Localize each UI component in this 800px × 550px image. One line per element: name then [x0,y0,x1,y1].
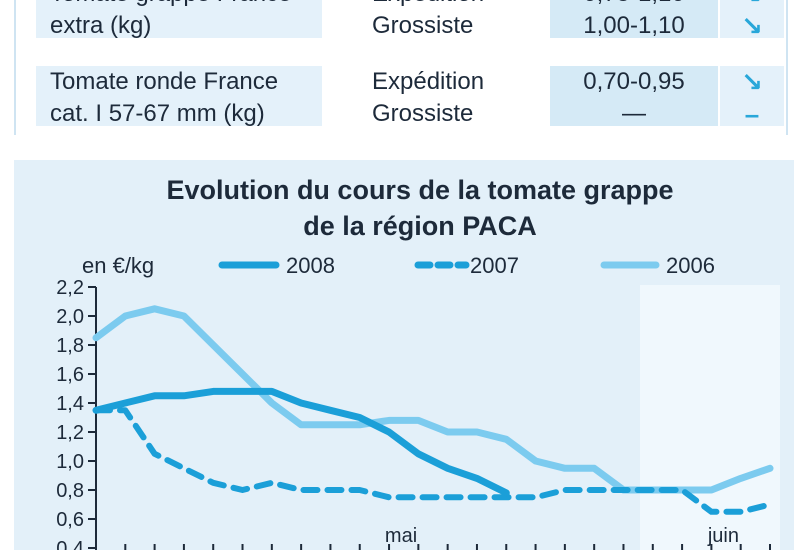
y-tick-label: 1,0 [56,451,84,473]
chart-title-line: Evolution du cours de la tomate grappe [166,175,674,205]
y-tick-label: 2,2 [56,277,84,299]
product-line: Tomate ronde France [50,68,279,95]
product-cell: Tomate grappe France extra (kg) [36,0,322,39]
y-tick-label: 0,6 [56,509,84,531]
stage-line: Expédition [372,68,485,95]
table-frame [14,0,788,135]
y-tick-label: 2,0 [56,306,84,328]
y-tick-label: 1,2 [56,422,84,444]
y-tick-label: 1,8 [56,335,84,357]
trend-cell: ↘ – [720,66,784,129]
stage-line: Grossiste [372,100,474,127]
table-row: Tomate ronde France cat. I 57-67 mm (kg)… [0,66,800,129]
chart-title: Evolution du cours de la tomate grappe d… [0,172,800,244]
chart-axes: 0,4 0,6 0,8 1,0 1,2 1,4 1,6 1,8 2,0 2,2 mai juin en … [56,253,771,550]
price-line: 0,70-0,95 [583,68,685,95]
price-cell: 0,70-0,95 — [550,66,718,127]
product-line: cat. I 57-67 mm (kg) [50,100,265,127]
trend-down-icon: ↘ [741,11,763,41]
y-tick-label: 1,4 [56,393,84,415]
series-layer [92,305,774,515]
legend-label-2006: 2006 [666,253,715,278]
chart-legend: 2008 2007 2006 [218,253,715,278]
series-line-2007 [93,407,773,515]
y-tick-label: 0,8 [56,480,84,502]
trend-flat-icon: – [744,99,760,129]
product-line: Tomate grappe France [50,0,322,10]
series-line-2006 [92,305,774,494]
series-line-2008 [92,387,510,497]
chart-title-line: de la région PACA [303,211,537,241]
stage-line: Grossiste [372,12,474,39]
y-axis-label: en €/kg [82,253,154,278]
price-cell: 0,75-1,10 1,00-1,10 [550,0,718,39]
stage-cell: Expédition Grossiste [324,66,548,127]
product-cell: Tomate ronde France cat. I 57-67 mm (kg) [36,66,322,127]
trend-down-icon: ↘ [720,0,784,10]
y-tick-label: 1,6 [56,364,84,386]
trend-down-icon: ↘ [741,67,763,97]
price-table: Tomate grappe France extra (kg) Expéditi… [0,0,800,150]
legend-label-2007: 2007 [470,253,519,278]
product-line: extra (kg) [50,12,152,39]
x-month-label: mai [385,525,417,547]
table-row: Tomate grappe France extra (kg) Expéditi… [0,0,800,41]
legend-label-2008: 2008 [286,253,335,278]
stage-cell: Expédition Grossiste [324,0,548,39]
stage-line: Expédition [372,0,548,10]
price-line: — [622,100,646,127]
price-line: 1,00-1,10 [583,12,685,39]
x-month-label: juin [707,525,739,547]
price-line: 0,75-1,10 [550,0,718,10]
y-tick-label: 0,4 [56,538,84,550]
trend-cell: ↘ ↘ [720,0,784,41]
